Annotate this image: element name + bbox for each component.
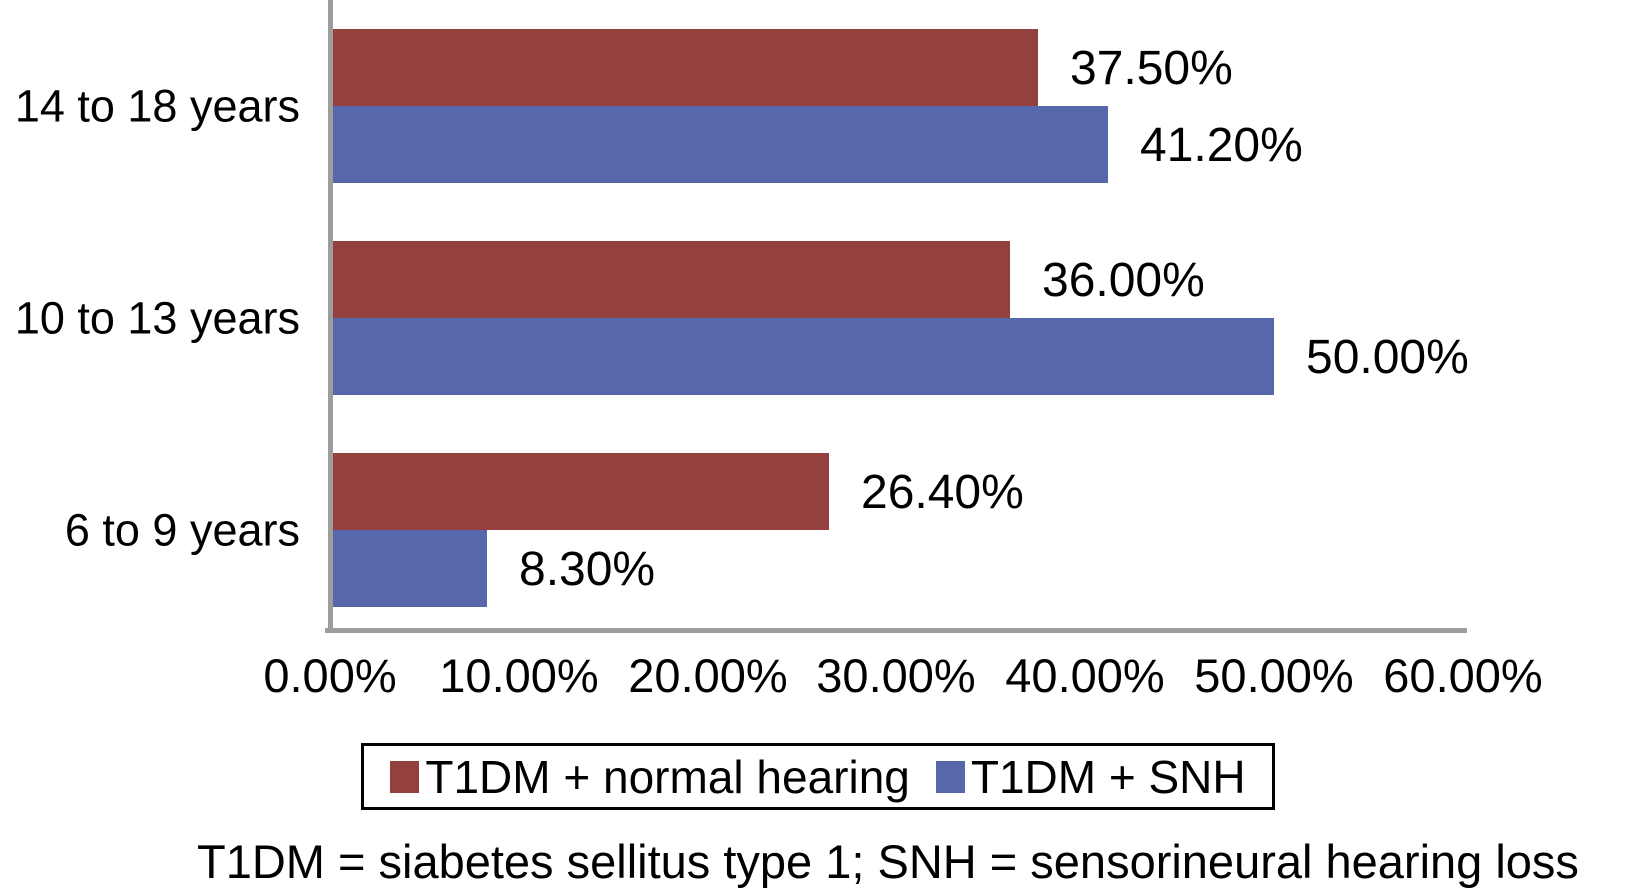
legend: T1DM + normal hearing T1DM + SNH (361, 743, 1275, 810)
category-label: 6 to 9 years (64, 504, 300, 556)
category-label: 10 to 13 years (14, 292, 300, 344)
data-label: 8.30% (519, 542, 656, 596)
legend-swatch (390, 760, 420, 793)
bar (333, 318, 1274, 395)
data-label: 41.20% (1140, 118, 1303, 172)
x-axis-tick-label: 30.00% (816, 649, 976, 702)
category-label: 14 to 18 years (14, 80, 300, 132)
bar (333, 29, 1038, 106)
bar (333, 453, 829, 530)
x-axis-tick-label: 10.00% (439, 649, 599, 702)
bar (333, 530, 487, 607)
x-axis-tick-label: 20.00% (628, 649, 788, 702)
x-axis-tick-label: 60.00% (1383, 649, 1543, 702)
legend-label: T1DM + SNH (970, 750, 1246, 803)
data-label: 26.40% (861, 465, 1024, 519)
data-label: 36.00% (1042, 253, 1205, 307)
bar (333, 241, 1010, 318)
category-axis-line (328, 0, 333, 633)
legend-item: T1DM + SNH (935, 750, 1246, 803)
x-axis-tick-label: 40.00% (1005, 649, 1165, 702)
x-axis-tick-label: 50.00% (1194, 649, 1354, 702)
value-axis-line (325, 628, 1467, 633)
data-label: 37.50% (1070, 41, 1233, 95)
legend-label: T1DM + normal hearing (425, 750, 910, 803)
legend-swatch (935, 760, 965, 793)
legend-item: T1DM + normal hearing (390, 750, 910, 803)
bar (333, 106, 1108, 183)
footnote: T1DM = siabetes sellitus type 1; SNH = s… (197, 835, 1579, 888)
data-label: 50.00% (1306, 330, 1469, 384)
x-axis-tick-label: 0.00% (263, 649, 397, 702)
